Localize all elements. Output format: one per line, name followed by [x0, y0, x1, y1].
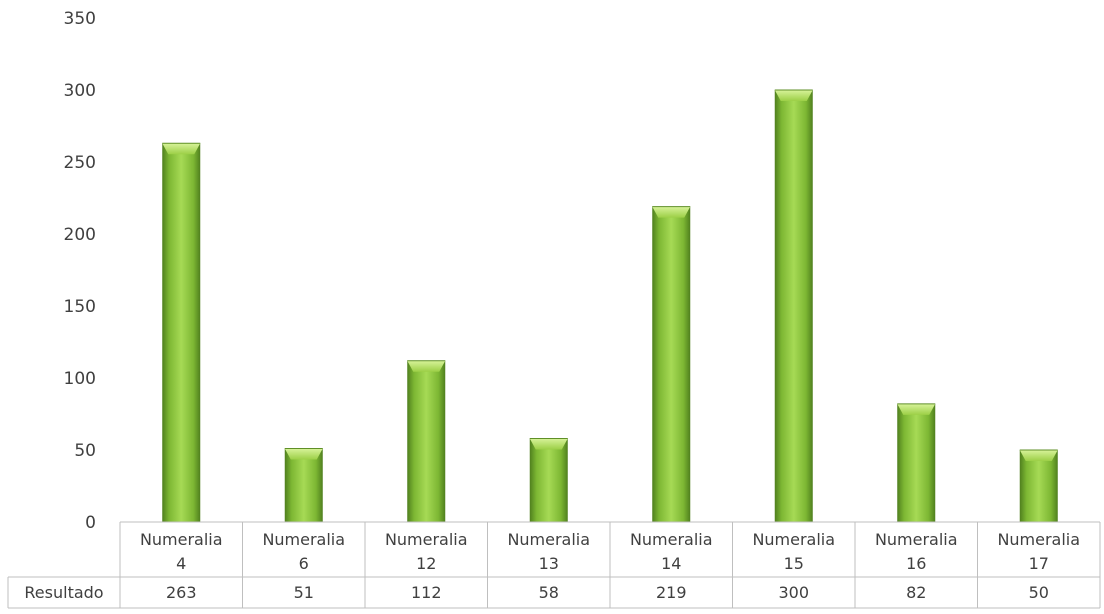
bar-body	[897, 403, 936, 522]
bar	[407, 360, 446, 522]
x-tick-label: Numeralia	[507, 530, 590, 549]
bar-top-bevel	[652, 206, 691, 218]
x-tick-label: Numeralia	[385, 530, 468, 549]
data-label: 51	[294, 583, 314, 602]
y-tick-label: 250	[64, 153, 96, 173]
bar-body	[284, 448, 323, 522]
bar	[529, 437, 568, 522]
y-tick-label: 100	[64, 369, 96, 389]
x-tick-label: 13	[539, 554, 559, 573]
bar	[284, 448, 323, 522]
y-tick-label: 150	[64, 297, 96, 317]
bars	[162, 89, 1058, 522]
bar-top-bevel	[897, 403, 936, 415]
x-tick-label: Numeralia	[752, 530, 835, 549]
bar-body	[774, 90, 813, 522]
bar	[162, 142, 201, 522]
bar-top-bevel	[162, 143, 201, 155]
x-tick-label: Numeralia	[875, 530, 958, 549]
bar-top-bevel	[774, 90, 813, 101]
series-name-label: Resultado	[24, 583, 103, 602]
data-label: 50	[1029, 583, 1049, 602]
x-tick-label: 14	[661, 554, 681, 573]
data-label: 263	[166, 583, 197, 602]
data-label: 300	[778, 583, 809, 602]
bar-top-bevel	[529, 438, 568, 450]
y-tick-label: 200	[64, 225, 96, 245]
bar-body	[162, 143, 201, 522]
bar-top-bevel	[284, 448, 323, 460]
data-label: 58	[539, 583, 559, 602]
x-tick-label: Numeralia	[630, 530, 713, 549]
bar-top-bevel	[1019, 450, 1058, 461]
data-label: 82	[906, 583, 926, 602]
bar-body	[652, 206, 691, 522]
bar-body	[407, 360, 446, 522]
bar-top-bevel	[407, 360, 446, 372]
x-tick-label: 16	[906, 554, 926, 573]
x-tick-label: Numeralia	[140, 530, 223, 549]
data-table: Numeralia 4 Numeralia 6 Numeralia 12 Numeralia…	[7, 521, 1101, 609]
y-tick-label: 0	[85, 513, 96, 533]
bar-body	[1019, 450, 1058, 522]
x-tick-label: 12	[416, 554, 436, 573]
x-tick-label: 17	[1029, 554, 1049, 573]
y-tick-label: 50	[74, 441, 96, 461]
x-tick-label: 15	[784, 554, 804, 573]
data-label: 112	[411, 583, 442, 602]
bar	[1019, 449, 1058, 522]
x-tick-label: 6	[299, 554, 309, 573]
bar	[652, 206, 691, 522]
y-tick-label: 350	[64, 9, 96, 29]
y-tick-label: 300	[64, 81, 96, 101]
data-label: 219	[656, 583, 687, 602]
x-tick-label: Numeralia	[997, 530, 1080, 549]
x-tick-label: Numeralia	[262, 530, 345, 549]
bar-body	[529, 438, 568, 522]
x-tick-label: 4	[176, 554, 186, 573]
y-axis: 0 50 100 150 200 250 300 350	[64, 9, 96, 533]
bar	[897, 403, 936, 522]
bar	[774, 89, 813, 522]
